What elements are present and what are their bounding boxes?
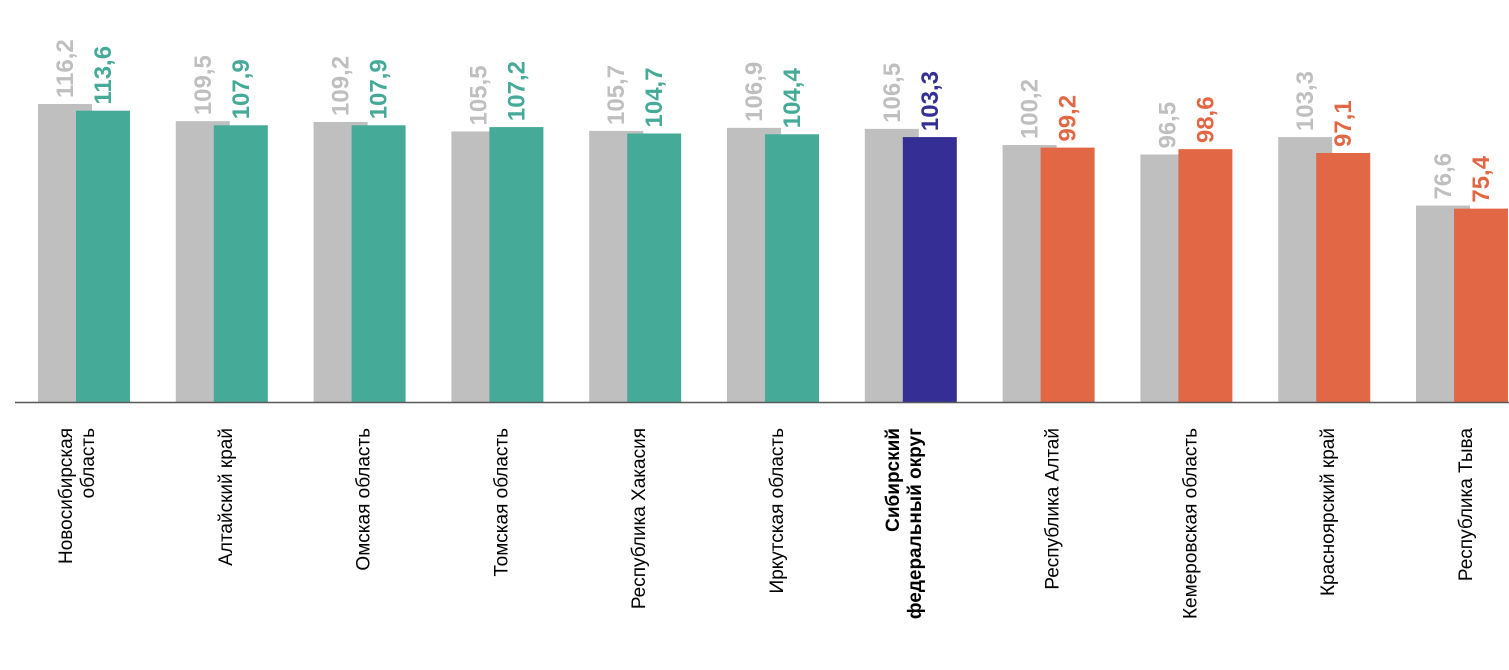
value-label-series2: 98,6 xyxy=(1192,96,1219,143)
value-label-series2: 107,9 xyxy=(366,59,393,119)
bar-series2 xyxy=(765,134,819,403)
bar-series2 xyxy=(213,125,268,403)
value-label-series1: 106,5 xyxy=(879,63,906,123)
category-labels-group: Новосибирскаяобласть Алтайский край Омская… xyxy=(56,428,1477,620)
bar-series2 xyxy=(489,127,544,402)
value-label-series1: 109,5 xyxy=(190,55,217,115)
category-label-line: Республика Хакасия xyxy=(629,428,650,609)
category-label-line: Кемеровская область xyxy=(1180,428,1201,619)
bar-series2 xyxy=(1178,149,1233,402)
value-label-series2: 104,7 xyxy=(641,67,668,127)
bars-group xyxy=(38,104,1508,403)
category-label-line: Алтайский край xyxy=(216,428,237,566)
value-label-series1: 96,5 xyxy=(1154,102,1181,149)
bar-series2 xyxy=(76,110,130,402)
category-label-line: Красноярский край xyxy=(1318,428,1339,596)
value-label-series2: 75,4 xyxy=(1468,155,1495,202)
value-label-series1: 103,3 xyxy=(1292,71,1319,131)
category-label: Алтайский край xyxy=(216,428,237,566)
value-label-series1: 105,7 xyxy=(603,65,630,125)
bar-series2 xyxy=(351,125,406,403)
category-label: Республика Алтай xyxy=(1043,428,1064,590)
category-label-line: Республика Тыва xyxy=(1456,428,1477,582)
bar-series2 xyxy=(627,133,682,402)
category-label: Новосибирскаяобласть xyxy=(56,428,99,564)
bar-series2 xyxy=(1454,208,1508,402)
category-label: Томская область xyxy=(491,428,512,577)
bar-series2 xyxy=(1316,152,1371,402)
category-label: Республика Тыва xyxy=(1456,428,1477,582)
category-label: Кемеровская область xyxy=(1180,428,1201,619)
category-label-line: Новосибирская xyxy=(56,428,77,564)
value-label-series1: 109,2 xyxy=(328,56,355,116)
category-label: Республика Хакасия xyxy=(629,428,650,609)
value-label-series1: 100,2 xyxy=(1017,79,1044,139)
value-label-series2: 104,4 xyxy=(779,68,806,129)
category-label-line: область xyxy=(78,428,99,498)
value-label-series1: 106,9 xyxy=(741,62,768,122)
category-label: Омская область xyxy=(354,428,375,571)
category-label: Сибирскийфедеральный округ xyxy=(883,428,926,619)
bar-series2 xyxy=(902,137,957,402)
value-label-series1: 105,5 xyxy=(465,65,492,125)
value-label-series1: 76,6 xyxy=(1430,153,1457,200)
category-label-line: Томская область xyxy=(491,428,512,577)
value-label-series2: 113,6 xyxy=(90,46,117,105)
value-label-series2: 103,3 xyxy=(917,71,944,131)
value-label-series2: 107,9 xyxy=(228,59,255,119)
category-label-line: федеральный округ xyxy=(905,428,926,619)
category-label-line: Сибирский xyxy=(883,428,904,532)
bar-series2 xyxy=(1040,147,1095,402)
value-label-series1: 116,2 xyxy=(52,39,79,98)
category-label-line: Омская область xyxy=(354,428,375,571)
value-label-series2: 99,2 xyxy=(1055,95,1082,142)
category-label-line: Иркутская область xyxy=(767,428,788,594)
category-label: Иркутская область xyxy=(767,428,788,594)
value-labels-group: 116,2 113,6 109,5 107,9 109,2 107,9 105,5 107,2… xyxy=(52,39,1495,202)
value-label-series2: 97,1 xyxy=(1330,100,1357,147)
value-label-series2: 107,2 xyxy=(503,61,530,121)
category-label: Красноярский край xyxy=(1318,428,1339,596)
category-label-line: Республика Алтай xyxy=(1043,428,1064,590)
